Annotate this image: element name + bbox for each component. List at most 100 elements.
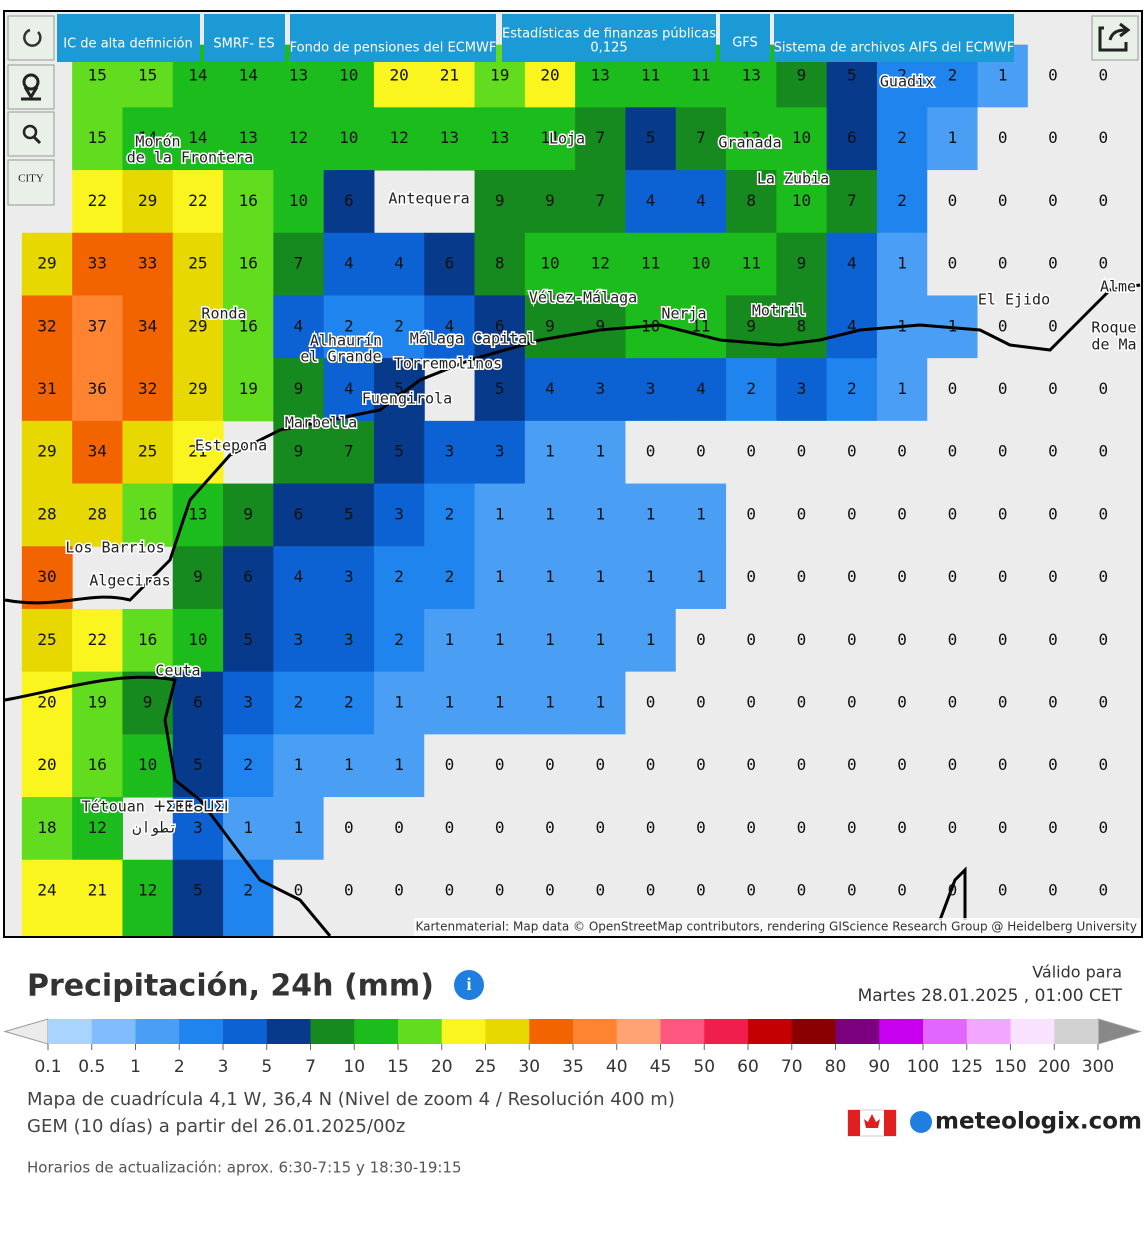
precip-value: 13	[490, 128, 509, 147]
legend-swatch	[879, 1019, 924, 1044]
tab-label[interactable]: IC de alta definición	[63, 37, 192, 52]
city-button[interactable]	[7, 159, 55, 206]
precip-value: 1	[696, 567, 706, 586]
legend-tick-label: 45	[650, 1057, 672, 1077]
precip-cell	[625, 232, 677, 296]
legend-swatch	[923, 1019, 968, 1044]
tab-label[interactable]: Fondo de pensiones del ECMWF	[290, 41, 497, 56]
precip-cell	[474, 170, 526, 234]
place-label: Estepona	[195, 437, 267, 455]
precip-cell	[876, 170, 928, 234]
precip-value: 0	[948, 254, 958, 273]
precip-value: 0	[495, 881, 505, 900]
tab[interactable]	[720, 14, 770, 62]
precip-value: 10	[792, 191, 811, 210]
tab[interactable]	[774, 14, 1014, 62]
precip-value: 0	[646, 818, 656, 837]
precip-cell	[72, 420, 123, 485]
map: 15 15 14 14 13 10 20 21 19 20 13 11 11 13 9 5 2 2 1 0 015 14 1…	[3, 10, 1143, 938]
precip-value: 12	[389, 128, 408, 147]
precip-cell	[122, 358, 174, 422]
flag	[864, 1114, 880, 1128]
precip-value: 5	[394, 442, 404, 461]
tab-label[interactable]: Sistema de archivos AIFS del ECMWF	[774, 41, 1015, 56]
precip-cell	[776, 797, 828, 861]
precip-cell	[675, 358, 727, 422]
precip-value: 1	[495, 693, 505, 712]
precip-value: 0	[344, 818, 354, 837]
precip-value: 1	[897, 316, 907, 335]
precip-cell	[21, 608, 73, 673]
precip-cell	[424, 295, 476, 359]
tab[interactable]	[57, 14, 200, 62]
precip-cell	[927, 546, 979, 610]
tab[interactable]	[502, 14, 716, 62]
precip-value: 0	[998, 881, 1008, 900]
precip-value: 0	[847, 630, 857, 649]
precip-value: 10	[188, 630, 207, 649]
precip-value: 2	[394, 316, 404, 335]
precip-value: 1	[545, 504, 555, 523]
place-label: Algeciras	[89, 572, 170, 590]
precip-value: 0	[998, 191, 1008, 210]
precip-value: 1	[545, 442, 555, 461]
legend-tick-label: 50	[693, 1057, 715, 1077]
precip-value: 11	[691, 316, 710, 335]
precip-value: 0	[1048, 442, 1058, 461]
tab-label[interactable]: 0,125	[590, 41, 627, 56]
tab[interactable]	[290, 14, 496, 62]
legend-tick-label: 35	[562, 1057, 584, 1077]
precip-cell	[675, 671, 727, 735]
precip-value: 8	[797, 316, 807, 335]
precip-value: 0	[495, 755, 505, 774]
legend-under	[3, 1018, 49, 1045]
precip-value: 12	[88, 818, 107, 837]
precip-value: 6	[847, 128, 857, 147]
info-icon[interactable]: i	[466, 974, 471, 994]
legend-tick-label: 60	[737, 1057, 759, 1077]
precip-cell	[977, 797, 1029, 861]
legend-tick-label: 30	[518, 1057, 540, 1077]
precip-cell	[625, 734, 677, 798]
zoom-button[interactable]	[7, 111, 55, 157]
precip-value: 0	[1098, 504, 1108, 523]
precip-cell	[72, 170, 123, 234]
city-button-label[interactable]: CITY	[18, 173, 44, 185]
precip-value: 1	[495, 504, 505, 523]
precip-cell	[273, 797, 325, 861]
precip-cell	[826, 797, 878, 861]
precip-cell	[373, 797, 425, 861]
precip-value: 0	[746, 693, 756, 712]
precip-cell	[726, 107, 777, 171]
precip-value: 1	[294, 818, 304, 837]
brand[interactable]: meteologix.com	[935, 1109, 1142, 1135]
color-legend: 0.1 0.5 1 2 3 5 7 10 15 20 25 30 35 40 45 50 60 70 80 90 100…	[3, 1018, 1142, 1077]
precip-value: 0	[948, 755, 958, 774]
precip-value: 9	[143, 693, 153, 712]
precip-cell	[323, 546, 375, 610]
precip-cell	[1027, 358, 1079, 422]
precip-cell	[21, 358, 73, 422]
location-button[interactable]	[7, 64, 55, 110]
refresh-button[interactable]	[7, 15, 55, 61]
tab-label[interactable]: SMRF- ES	[213, 37, 274, 52]
tab-label[interactable]: Estadísticas de finanzas públicas	[502, 27, 716, 42]
precip-value: 0	[998, 379, 1008, 398]
precip-cell	[675, 107, 727, 171]
info-button[interactable]	[454, 970, 484, 1000]
tab-label[interactable]: GFS	[732, 36, 758, 51]
precip-cell	[172, 859, 224, 937]
precip-cell	[72, 295, 123, 359]
precip-cell	[323, 295, 375, 359]
precip-cell	[977, 420, 1029, 485]
precip-value: 13	[591, 66, 610, 85]
precip-value: 1	[595, 630, 605, 649]
precip-cell	[826, 734, 878, 798]
legend-swatch	[354, 1019, 399, 1044]
precip-value: 9	[545, 191, 555, 210]
tab[interactable]	[204, 14, 285, 62]
precip-value: 16	[239, 254, 258, 273]
precip-value: 0	[998, 755, 1008, 774]
precip-cell	[977, 671, 1029, 735]
